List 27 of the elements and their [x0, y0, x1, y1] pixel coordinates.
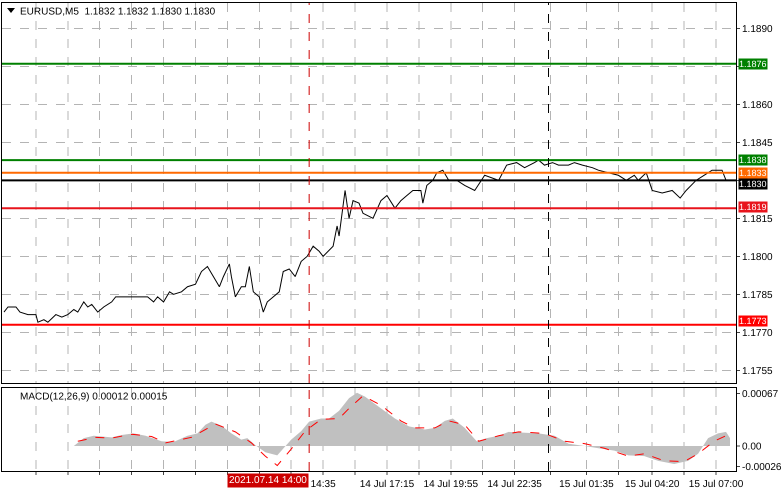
y-tick-label: 1.1785: [742, 290, 774, 301]
y-tick-label: -0.00026: [742, 462, 781, 473]
y-tick-label: 1.1860: [742, 100, 774, 111]
y-tick-label: 1.1800: [742, 252, 774, 263]
x-tick-label: 14 Jul 19:55: [424, 479, 478, 489]
y-tick-label: 1.1815: [742, 214, 774, 225]
x-tick-label: 15 Jul 07:00: [688, 479, 744, 489]
y-tick-label: 0.00067: [742, 388, 779, 400]
ref-line-label: 1.1773: [739, 316, 767, 326]
ref-line-label: 2021.07.14 14:00: [229, 475, 308, 486]
y-tick-label: 1.1755: [742, 366, 774, 377]
x-tick-label: 15 Jul 01:35: [559, 479, 614, 489]
y-tick-label: 0.00: [742, 441, 762, 452]
y-tick-label: 1.1890: [742, 24, 774, 35]
chart-title: MACD(12,26,9) 0.00012 0.00015: [20, 392, 168, 402]
ref-line-label: 1.1830: [739, 179, 767, 189]
x-tick-label: 14 Jul 22:35: [487, 479, 542, 489]
y-tick-label: 1.1770: [742, 328, 774, 339]
x-tick-label: 14 Jul 17:15: [360, 479, 415, 489]
chart-title: EURUSD,M5 1.1832 1.1832 1.1830 1.1830: [20, 6, 216, 18]
ref-line-label: 1.1838: [739, 155, 767, 165]
ref-line-label: 1.1876: [739, 59, 767, 69]
ref-line-label: 1.1833: [739, 168, 767, 178]
y-tick-label: 1.1845: [742, 138, 774, 149]
x-tick-label: 14:35: [310, 479, 336, 489]
x-tick-label: 15 Jul 04:20: [624, 479, 680, 489]
ref-line-label: 1.1819: [739, 202, 767, 212]
